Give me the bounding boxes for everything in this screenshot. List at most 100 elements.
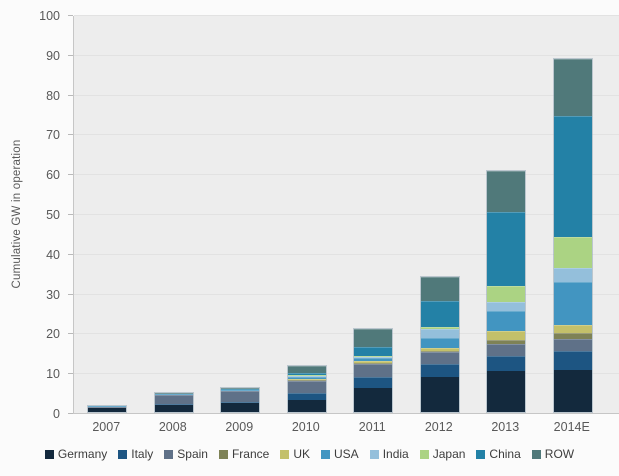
legend-swatch-row: [531, 449, 541, 459]
bar-segment-spain-2010: [287, 381, 326, 393]
x-tick-label-2010: 2010: [291, 420, 320, 434]
y-tickmark-10: [68, 373, 73, 375]
legend-label-japan: Japan: [432, 447, 466, 461]
bar-segment-germany-2014E: [553, 369, 592, 412]
bar-segment-china-2014E: [553, 115, 592, 238]
stacked-bar-2008: [153, 392, 194, 413]
bar-segment-japan-2010: [287, 374, 326, 376]
bar-segment-italy-2008: [154, 404, 193, 406]
legend-label-uk: UK: [293, 447, 310, 461]
bar-segment-france-2014E: [553, 333, 592, 340]
stacked-bar-2010: [286, 365, 327, 413]
bar-segment-japan-2013: [487, 286, 526, 303]
y-tickmark-70: [68, 134, 73, 136]
y-tickmark-80: [68, 94, 73, 96]
bar-segment-germany-2007: [88, 407, 127, 412]
legend: Germany Italy Spain France UK USA India Japan Ch…: [0, 447, 619, 461]
bar-segment-japan-2011: [354, 355, 393, 357]
bar-column-2009: [207, 16, 274, 413]
legend-label-india: India: [382, 447, 409, 461]
bar-column-2012: [407, 16, 474, 413]
stacked-bar-2013: [486, 170, 527, 413]
bar-segment-germany-2011: [354, 388, 393, 412]
stacked-bar-2012: [419, 276, 460, 413]
legend-item-uk: UK: [280, 447, 310, 461]
y-tick-label-100: 100: [39, 9, 60, 23]
bar-segment-india-2013: [487, 302, 526, 312]
gridline-30: [74, 293, 619, 295]
legend-swatch-germany: [44, 449, 54, 459]
bar-segment-japan-2014E: [553, 237, 592, 268]
bar-segment-usa-2012: [420, 338, 459, 348]
stacked-bar-2014E: [552, 58, 593, 413]
gridline-10: [74, 373, 619, 375]
y-tickmark-100: [68, 15, 73, 16]
y-tick-label-70: 70: [46, 128, 60, 143]
bar-segment-india-2014E: [553, 267, 592, 283]
y-tick-label-90: 90: [46, 48, 60, 63]
bar-segment-row-2008: [154, 393, 193, 395]
bar-segment-row-2010: [287, 366, 326, 374]
y-tick-label-50: 50: [46, 208, 60, 222]
bar-segment-row-2011: [354, 329, 393, 347]
legend-item-italy: Italy: [118, 447, 153, 461]
bar-segment-germany-2009: [221, 402, 260, 412]
y-tickmark-90: [68, 54, 73, 56]
bar-column-2007: [74, 16, 141, 413]
x-tick-label-2014E: 2014E: [553, 420, 590, 434]
bar-segment-italy-2009: [221, 401, 260, 403]
bar-segment-france-2010: [287, 380, 326, 382]
plot-area: [73, 15, 619, 414]
bar-segment-usa-2013: [487, 311, 526, 332]
bar-segment-usa-2008: [154, 394, 193, 396]
bar-segment-italy-2013: [487, 355, 526, 372]
gridline-20: [74, 333, 619, 335]
legend-label-usa: USA: [334, 447, 359, 461]
gridline-90: [74, 54, 619, 56]
gridline-100: [74, 15, 619, 16]
bar-segment-india-2012: [420, 328, 459, 339]
y-tickmark-30: [68, 293, 73, 295]
bar-segment-india-2011: [354, 356, 393, 359]
y-axis-tick-labels: 0 10 20 30 40 50 60 70 80 90 100: [0, 9, 66, 421]
legend-label-row: ROW: [544, 447, 575, 461]
y-tickmark-50: [68, 214, 73, 215]
bar-segment-usa-2014E: [553, 282, 592, 325]
legend-label-germany: Germany: [57, 447, 108, 461]
bar-segment-france-2013: [487, 339, 526, 344]
legend-swatch-italy: [118, 449, 128, 459]
x-tick-label-2011: 2011: [358, 420, 386, 434]
bar-segment-usa-2007: [88, 405, 127, 407]
legend-swatch-france: [218, 449, 228, 459]
bar-segment-china-2011: [354, 346, 393, 356]
y-tick-label-80: 80: [46, 88, 60, 103]
bar-segment-spain-2007: [88, 406, 127, 408]
bar-segment-germany-2012: [420, 376, 459, 412]
legend-swatch-india: [369, 449, 379, 459]
bar-segment-uk-2012: [420, 347, 459, 351]
gridline-70: [74, 134, 619, 136]
bars-row: [74, 16, 606, 413]
gridline-80: [74, 94, 619, 96]
bar-column-2010: [274, 16, 341, 413]
legend-swatch-china: [476, 449, 486, 459]
stacked-bar-2009: [220, 387, 261, 413]
legend-label-italy: Italy: [131, 447, 154, 461]
bar-segment-spain-2012: [420, 352, 459, 364]
bar-segment-spain-2009: [221, 391, 260, 402]
y-tick-label-40: 40: [46, 247, 60, 262]
y-tick-label-60: 60: [46, 168, 60, 183]
legend-item-row: ROW: [531, 447, 575, 461]
legend-swatch-japan: [419, 449, 429, 459]
bar-segment-china-2013: [487, 211, 526, 287]
y-tickmark-60: [68, 174, 73, 176]
stacked-bar-2007: [87, 404, 128, 413]
bar-segment-usa-2011: [354, 358, 393, 361]
bar-segment-row-2014E: [553, 59, 592, 116]
bar-segment-germany-2013: [487, 371, 526, 412]
legend-label-france: France: [231, 447, 270, 461]
gridline-40: [74, 253, 619, 255]
legend-item-usa: USA: [321, 447, 359, 461]
y-tick-label-10: 10: [46, 367, 60, 382]
y-axis-title: Cumulative GW in operation: [11, 139, 23, 289]
